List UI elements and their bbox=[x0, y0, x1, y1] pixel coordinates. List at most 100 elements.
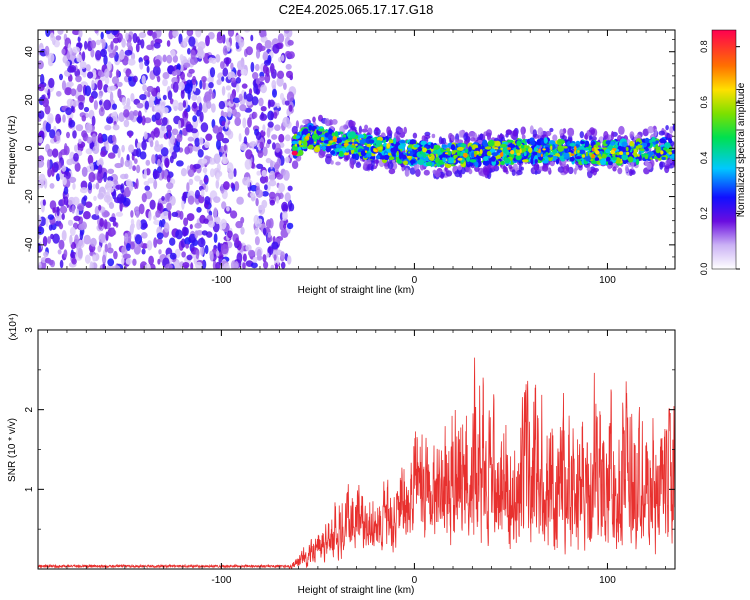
heatmap-cell bbox=[107, 247, 114, 254]
heatmap-cell bbox=[90, 237, 97, 247]
heatmap-cell bbox=[234, 111, 241, 119]
heatmap-cell bbox=[55, 35, 62, 41]
heatmap-cell bbox=[156, 232, 164, 240]
heatmap-cell bbox=[325, 145, 332, 153]
snr-series-line bbox=[38, 357, 675, 569]
heatmap-cell bbox=[264, 175, 269, 183]
heatmap-cell bbox=[278, 133, 285, 143]
heatmap-cell bbox=[404, 169, 410, 177]
heatmap-cell bbox=[250, 61, 255, 73]
heatmap-cell bbox=[451, 150, 454, 155]
heatmap-cell bbox=[579, 131, 584, 139]
heatmap-cell bbox=[245, 244, 252, 252]
heatmap-cell bbox=[661, 156, 666, 161]
heatmap-cell bbox=[547, 154, 553, 158]
heatmap-cell bbox=[227, 30, 235, 37]
heatmap-cell bbox=[237, 69, 242, 77]
heatmap-cell bbox=[87, 181, 93, 191]
heatmap-cell bbox=[112, 124, 120, 131]
heatmap-cell bbox=[444, 152, 449, 155]
heatmap-cell bbox=[383, 142, 388, 147]
heatmap-cell bbox=[287, 39, 294, 46]
heatmap-cell bbox=[93, 100, 98, 110]
heatmap-cell bbox=[104, 243, 108, 253]
heatmap-cell bbox=[591, 147, 595, 152]
heatmap-cell bbox=[600, 159, 607, 166]
heatmap-cell bbox=[270, 111, 274, 121]
heatmap-cell bbox=[188, 178, 194, 186]
heatmap-cell bbox=[110, 30, 119, 36]
heatmap-cell bbox=[161, 117, 168, 126]
heatmap-cell bbox=[154, 104, 162, 114]
heatmap-cell bbox=[190, 49, 196, 60]
heatmap-cell bbox=[144, 263, 152, 269]
heatmap-cell bbox=[352, 138, 355, 143]
heatmap-cell bbox=[141, 115, 146, 126]
heatmap-cell bbox=[260, 84, 267, 94]
heatmap-cell bbox=[144, 117, 152, 124]
heatmap-cell bbox=[272, 142, 276, 150]
heatmap-cell bbox=[153, 237, 158, 248]
heatmap-cell bbox=[521, 144, 525, 149]
heatmap-cell bbox=[642, 128, 649, 137]
heatmap-cell bbox=[260, 106, 267, 112]
heatmap-cell bbox=[625, 146, 629, 152]
heatmap-cell bbox=[588, 135, 592, 141]
heatmap-cell bbox=[282, 210, 288, 221]
heatmap-cell bbox=[258, 97, 264, 107]
heatmap-cell bbox=[166, 202, 172, 211]
heatmap-cell bbox=[667, 134, 673, 139]
heatmap-cell bbox=[573, 167, 577, 175]
heatmap-cell bbox=[247, 117, 252, 128]
chart-title: C2E4.2025.065.17.17.G18 bbox=[278, 2, 434, 17]
heatmap-cell bbox=[70, 88, 77, 97]
heatmap-cell bbox=[349, 131, 356, 139]
heatmap-cell bbox=[199, 137, 204, 146]
heatmap-cell bbox=[209, 67, 216, 78]
heatmap-cell bbox=[227, 106, 232, 118]
heatmap-cell bbox=[74, 144, 78, 152]
heatmap-cell bbox=[221, 76, 225, 82]
heatmap-cell bbox=[470, 137, 476, 142]
heatmap-cell bbox=[157, 158, 161, 167]
heatmap-cell bbox=[456, 139, 464, 144]
heatmap-cell bbox=[230, 182, 235, 189]
heatmap-cell bbox=[186, 182, 190, 192]
heatmap-cell bbox=[325, 153, 333, 159]
heatmap-cell bbox=[361, 128, 368, 133]
heatmap-cell bbox=[298, 140, 302, 146]
heatmap-cell bbox=[563, 146, 568, 149]
heatmap-cell bbox=[213, 207, 218, 218]
heatmap-cell bbox=[52, 148, 59, 158]
heatmap-cell bbox=[66, 131, 70, 139]
heatmap-cell bbox=[263, 261, 269, 269]
heatmap-cell bbox=[242, 262, 246, 269]
heatmap-cell bbox=[190, 262, 194, 269]
heatmap-cell bbox=[438, 159, 444, 165]
heatmap-cell bbox=[216, 250, 220, 257]
heatmap-cell bbox=[287, 51, 295, 59]
heatmap-cell bbox=[291, 125, 298, 135]
heatmap-cell bbox=[598, 153, 602, 157]
snr-x-label: Height of straight line (km) bbox=[298, 585, 415, 596]
heatmap-cell bbox=[73, 152, 79, 162]
heatmap-cell bbox=[554, 155, 558, 161]
heatmap-cell bbox=[48, 224, 53, 231]
heatmap-cell bbox=[105, 143, 110, 152]
heatmap-cell bbox=[528, 147, 533, 154]
heatmap-cell bbox=[168, 210, 172, 221]
heatmap-cell bbox=[455, 154, 458, 158]
heatmap-cell bbox=[208, 82, 214, 89]
heatmap-cell bbox=[630, 160, 635, 169]
heatmap-cell bbox=[187, 168, 195, 178]
heatmap-cell bbox=[194, 137, 200, 147]
heatmap-cell bbox=[161, 210, 170, 220]
heatmap-cell bbox=[354, 143, 358, 146]
heatmap-cell bbox=[169, 237, 176, 246]
heatmap-cell bbox=[79, 61, 87, 69]
heatmap-cell bbox=[270, 159, 274, 170]
heatmap-cell bbox=[179, 54, 184, 62]
heatmap-cell bbox=[644, 137, 650, 144]
heatmap-cell bbox=[366, 153, 372, 158]
heatmap-cell bbox=[266, 252, 270, 258]
